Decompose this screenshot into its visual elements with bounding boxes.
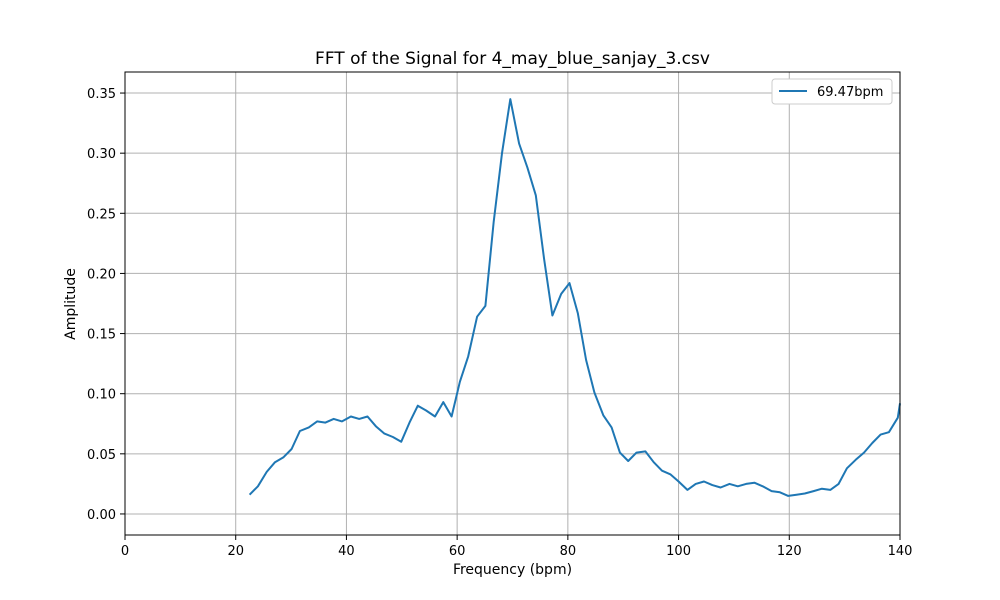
y-tick-label: 0.30 <box>87 147 116 162</box>
x-axis-title: Frequency (bpm) <box>453 562 572 578</box>
legend: 69.47bpm <box>771 78 893 105</box>
axis-ticks: 0 20 40 60 80 100 120 140 0.00 0.05 0.10 0.15 0.20 0.… <box>87 87 912 559</box>
y-tick-label: 0.25 <box>87 207 116 222</box>
y-axis-title: Amplitude <box>63 268 79 340</box>
x-tick-label: 0 <box>121 544 129 559</box>
y-tick-label: 0.10 <box>87 388 116 403</box>
y-tick-label: 0.05 <box>87 448 116 463</box>
series-line <box>248 98 901 497</box>
y-tick-label: 0.00 <box>87 508 116 523</box>
x-tick-label: 80 <box>560 544 577 559</box>
plot-frame <box>124 71 901 536</box>
legend-label: 69.47bpm <box>817 85 883 100</box>
chart-title: FFT of the Signal for 4_may_blue_sanjay_… <box>315 49 710 69</box>
x-tick-label: 20 <box>227 544 244 559</box>
y-tick-label: 0.20 <box>87 267 116 282</box>
x-tick-label: 100 <box>666 544 691 559</box>
x-tick-label: 60 <box>449 544 466 559</box>
y-tick-label: 0.35 <box>87 87 116 102</box>
x-tick-label: 140 <box>888 544 913 559</box>
series-layer <box>248 98 901 497</box>
x-tick-label: 120 <box>777 544 802 559</box>
y-tick-label: 0.15 <box>87 328 116 343</box>
x-tick-label: 40 <box>338 544 355 559</box>
legend-box <box>771 78 893 105</box>
